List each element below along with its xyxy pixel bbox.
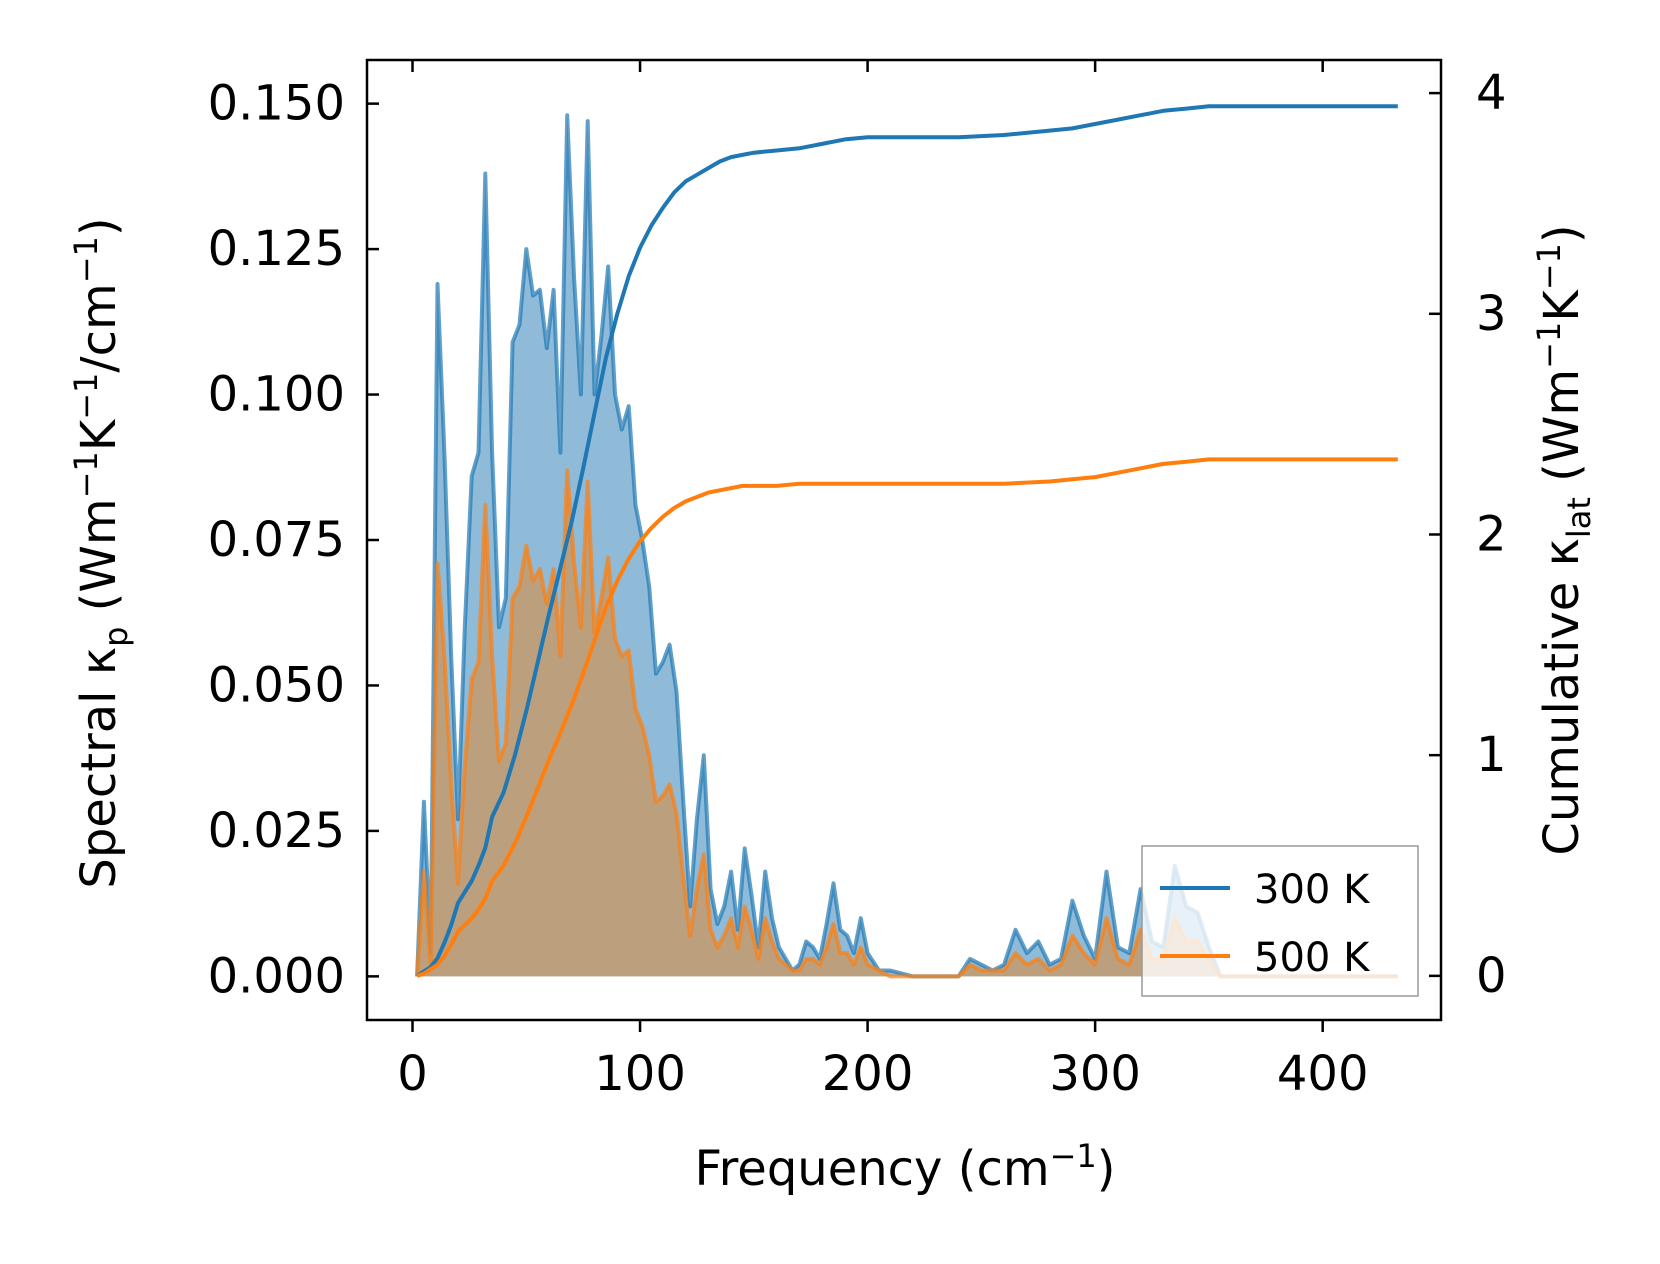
cumulative-line-500-k — [416, 457, 1398, 978]
cumulative-line-300-k — [415, 104, 1398, 978]
y-right-tick-label: 3 — [1476, 286, 1507, 342]
legend-label-500-k: 500 K — [1254, 935, 1371, 981]
legend-label-300-k: 300 K — [1254, 867, 1371, 913]
x-tick-label: 400 — [1277, 1046, 1369, 1102]
y-right-tick-label: 1 — [1476, 727, 1507, 783]
spectral-line-300-k — [415, 113, 1398, 979]
legend: 300 K 500 K — [1141, 845, 1419, 997]
y-left-tick-label: 0.025 — [208, 803, 345, 859]
y-left-tick-label: 0.100 — [208, 367, 345, 423]
spectral-fill-500-k — [417, 470, 1398, 977]
y-left-tick-label: 0.150 — [208, 76, 345, 132]
y-left-tick-label: 0.125 — [208, 221, 345, 277]
y-left-tick-label: 0.050 — [208, 657, 345, 713]
x-tick-label: 100 — [594, 1046, 686, 1102]
legend-box — [1141, 845, 1419, 997]
spectral-line-500-k — [415, 468, 1398, 979]
y-axis-label-left: Spectral κp (Wm−1K−1/cm−1) — [67, 217, 135, 888]
plot-area — [415, 104, 1398, 979]
x-axis-label: Frequency (cm−1) — [694, 1137, 1115, 1197]
y-left-tick-label: 0.000 — [208, 948, 345, 1004]
y-axis-label-right: Cumulative κlat (Wm−1K−1) — [1530, 224, 1598, 855]
x-tick-label: 300 — [1049, 1046, 1141, 1102]
y-right-tick-label: 2 — [1476, 506, 1507, 562]
x-tick-label: 0 — [397, 1046, 428, 1102]
y-right-tick-label: 4 — [1476, 65, 1507, 121]
x-tick-label: 200 — [822, 1046, 914, 1102]
y-left-tick-label: 0.075 — [208, 512, 345, 568]
axes: 0 100 200 300 400 0.000 0.025 0.050 0.075 0.100 0.… — [208, 58, 1507, 1102]
y-right-tick-label: 0 — [1476, 948, 1507, 1004]
spectral-fill-300-k — [417, 115, 1398, 977]
